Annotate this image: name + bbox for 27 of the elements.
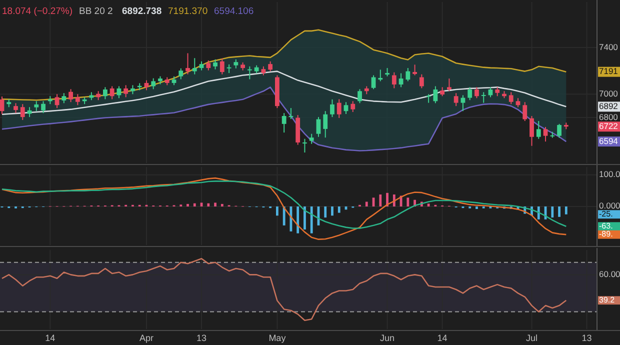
annotation: 6722 xyxy=(599,120,618,131)
x-tick-label: 13 xyxy=(196,333,207,343)
text: 6892.738 xyxy=(122,6,162,17)
x-tick-label: 14 xyxy=(437,333,448,343)
y-tick-label: 60.00 xyxy=(599,268,620,279)
y-tick-label: -25. xyxy=(599,209,613,218)
x-tick-label: 14 xyxy=(45,333,56,343)
y-tick-label: 100.0 xyxy=(599,169,620,180)
x-tick-label: 13 xyxy=(582,333,592,343)
y-tick-label: 7000 xyxy=(599,88,618,98)
text: 6594.106 xyxy=(214,6,254,17)
annotation: 18.074 (−0.27%) xyxy=(2,6,73,17)
x-tick-label: Jul xyxy=(526,333,538,343)
legend-title: BB 20 2 xyxy=(79,6,113,17)
y-tick-label: 7400 xyxy=(599,42,618,52)
x-tick-label: Jun xyxy=(380,333,395,343)
y-tick-label: -89. xyxy=(599,230,613,239)
annotation: 6594 xyxy=(599,136,618,146)
annotation: 6892 xyxy=(599,100,618,111)
x-tick-label: May xyxy=(268,333,286,343)
annotation: 7191 xyxy=(599,66,618,76)
x-tick-label: Apr xyxy=(139,333,154,343)
y-tick-label: 0.000 xyxy=(599,200,620,211)
y-tick-label: 6800 xyxy=(599,112,618,122)
y-tick-label: 39.2 xyxy=(599,295,616,304)
text: 7191.370 xyxy=(168,6,208,17)
y-tick-label: -63. xyxy=(599,221,613,230)
